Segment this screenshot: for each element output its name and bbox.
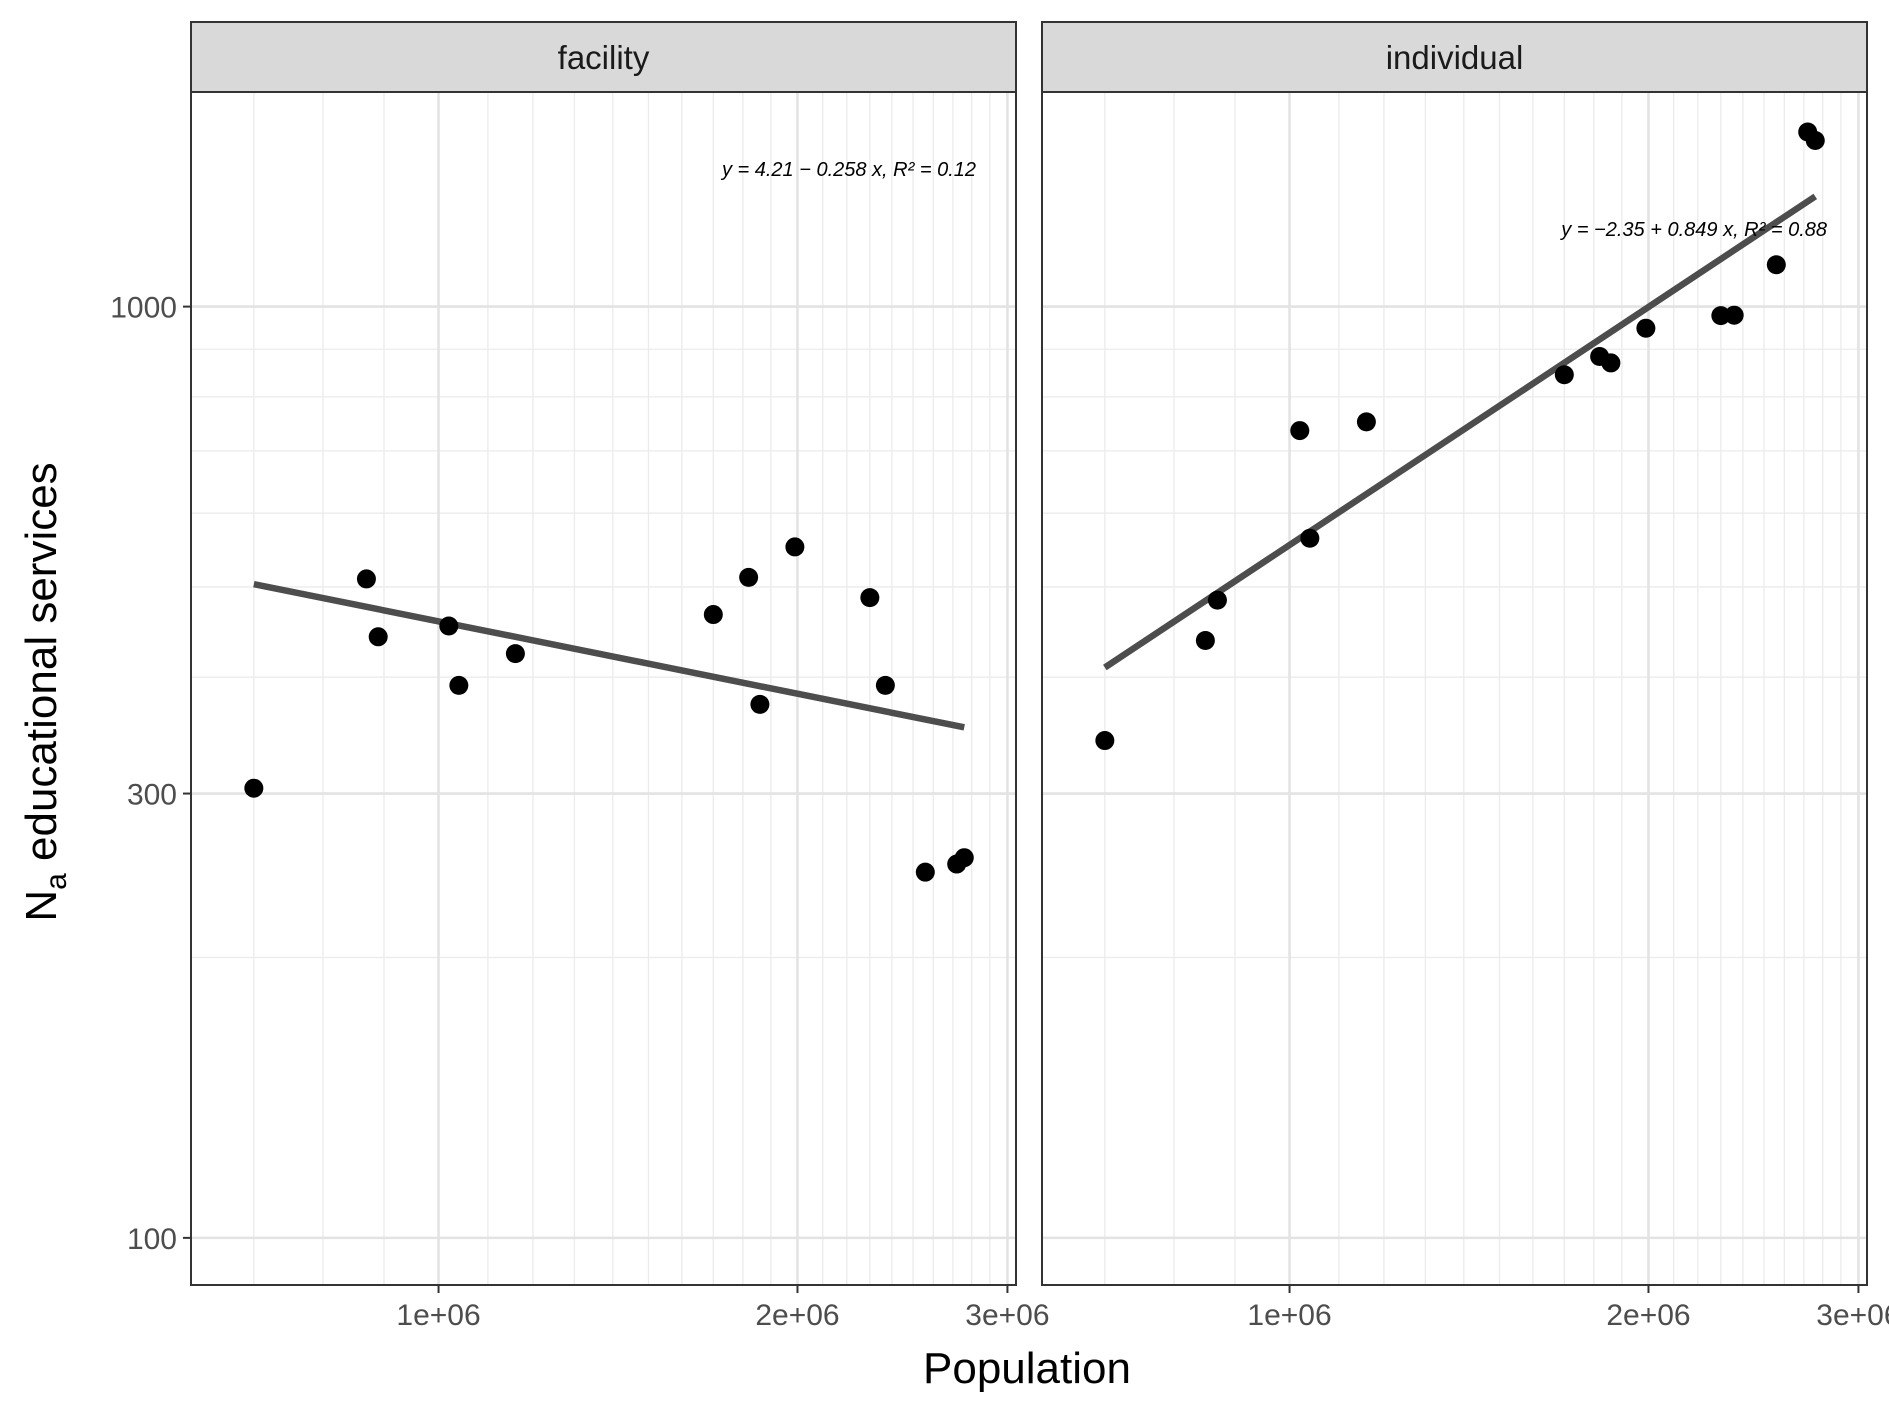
data-point xyxy=(750,694,770,714)
data-point xyxy=(1356,412,1376,432)
data-point xyxy=(785,537,805,557)
regression-line xyxy=(1103,193,1818,671)
data-point xyxy=(368,627,388,647)
y-tick-label: 100 xyxy=(127,1223,177,1256)
panel-background xyxy=(1042,92,1867,1285)
data-point xyxy=(875,675,895,695)
data-point xyxy=(244,778,264,798)
y-axis-title-main: N xyxy=(17,890,66,922)
regression-line xyxy=(253,580,965,731)
facet-label-individual: individual xyxy=(1386,39,1524,76)
data-point xyxy=(1711,306,1731,326)
data-point xyxy=(1554,365,1574,385)
panel-individual: individual y = −2.35 + 0.849 x, R² = 0.88… xyxy=(1041,21,1889,1332)
panel-border xyxy=(1041,91,1868,1286)
regression-equation: y = −2.35 + 0.849 x, R² = 0.88 xyxy=(1559,219,1827,241)
data-point xyxy=(1195,630,1215,650)
data-point xyxy=(1207,590,1227,610)
y-tick-label: 1000 xyxy=(110,292,177,325)
x-tick-label: 2e+06 xyxy=(755,1299,839,1332)
panel-facility: facility y = 4.21 − 0.258 x, R² = 0.12 1e+… xyxy=(110,21,1050,1332)
y-tick-label: 300 xyxy=(127,779,177,812)
data-point xyxy=(356,569,376,589)
x-tick-label: 2e+06 xyxy=(1606,1299,1690,1332)
data-point xyxy=(703,605,723,625)
facet-strip xyxy=(1041,21,1868,93)
data-point xyxy=(1805,130,1825,150)
data-point xyxy=(505,644,525,664)
grid-lines xyxy=(1042,92,1867,1285)
panel-border xyxy=(190,91,1017,1286)
data-point xyxy=(1766,255,1786,275)
y-axis-title-subscript: a xyxy=(40,873,73,890)
panels-layer: facility y = 4.21 − 0.258 x, R² = 0.12 1e+… xyxy=(110,21,1889,1332)
data-point xyxy=(1300,528,1320,548)
data-point xyxy=(1724,305,1744,325)
x-tick-label: 3e+06 xyxy=(965,1299,1049,1332)
data-point xyxy=(1290,421,1310,441)
facet-strip xyxy=(190,21,1017,93)
y-axis-title-rest: educational services xyxy=(17,462,66,873)
grid-lines xyxy=(191,92,1016,1285)
x-tick-label: 1e+06 xyxy=(396,1299,480,1332)
regression-equation: y = 4.21 − 0.258 x, R² = 0.12 xyxy=(720,159,976,181)
x-axis-title: Population xyxy=(923,1344,1131,1393)
y-axis-title: Na educational services xyxy=(17,462,73,921)
data-point xyxy=(1601,353,1621,373)
data-point xyxy=(1636,318,1656,338)
data-point xyxy=(915,862,935,882)
data-point xyxy=(1095,731,1115,751)
data-point xyxy=(860,588,880,608)
x-tick-label: 3e+06 xyxy=(1816,1299,1889,1332)
x-tick-label: 1e+06 xyxy=(1247,1299,1331,1332)
data-point xyxy=(439,616,459,636)
data-point xyxy=(449,675,469,695)
data-point xyxy=(739,567,759,587)
facet-label-facility: facility xyxy=(558,39,650,76)
data-point xyxy=(954,848,974,868)
